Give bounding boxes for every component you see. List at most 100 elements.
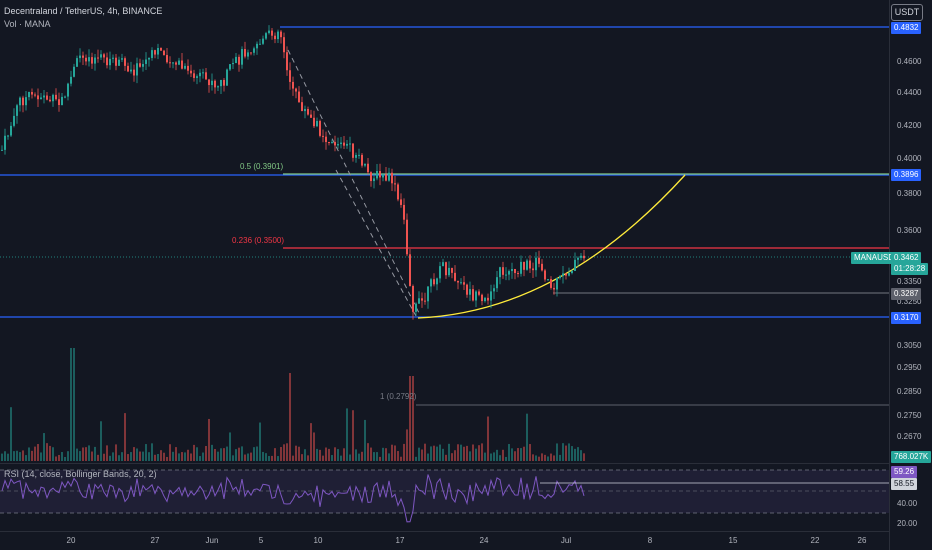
volume-bar: [493, 452, 495, 461]
candle-body: [442, 262, 444, 267]
volume-bar: [163, 452, 165, 461]
candle-body: [265, 33, 267, 39]
volume-bar: [19, 452, 21, 461]
volume-bar: [565, 445, 567, 461]
volume-bar: [118, 455, 120, 461]
price-tick: 0.4400: [897, 88, 922, 97]
volume-bar: [529, 444, 531, 461]
currency-button[interactable]: USDT: [891, 4, 923, 21]
volume-bar: [79, 451, 81, 461]
volume-bar: [232, 455, 234, 461]
candle-body: [13, 115, 15, 126]
trendline-dashed-a[interactable]: [287, 49, 421, 316]
volume-bar: [31, 450, 33, 461]
volume-bar: [187, 449, 189, 461]
volume-bar: [91, 451, 93, 461]
candle-body: [532, 268, 534, 271]
volume-bar: [547, 456, 549, 461]
volume-bar: [562, 443, 564, 461]
candle-body: [136, 63, 138, 76]
volume-bar: [520, 448, 522, 461]
volume-bar: [10, 407, 12, 461]
candle-body: [154, 50, 156, 55]
volume-bar: [157, 453, 159, 461]
volume-bar: [436, 446, 438, 461]
volume-indicator-label[interactable]: Vol · MANA: [4, 19, 51, 29]
candle-body: [490, 291, 492, 301]
volume-bar: [373, 452, 375, 461]
volume-bar: [40, 452, 42, 461]
candle-body: [25, 97, 27, 106]
candle-body: [529, 260, 531, 269]
volume-bar: [70, 348, 72, 461]
volume-bar: [193, 444, 195, 461]
volume-bar: [229, 432, 231, 461]
price-label-bottom-line: 0.3170: [891, 312, 922, 324]
candlesticks: [1, 25, 585, 320]
volume-bar: [553, 455, 555, 461]
candle-body: [580, 255, 582, 258]
candle-body: [466, 284, 468, 295]
candle-body: [145, 59, 147, 64]
price-tick: 0.2950: [897, 363, 922, 372]
volume-bar: [136, 448, 138, 461]
time-axis-border: [0, 531, 890, 532]
volume-bar: [514, 451, 516, 461]
candle-body: [133, 69, 135, 76]
candle-body: [400, 199, 402, 205]
price-tick: 0.3250: [897, 297, 922, 306]
candle-body: [517, 273, 519, 275]
volume-bars: [1, 348, 585, 461]
candle-body: [553, 287, 555, 290]
volume-bar: [394, 445, 396, 461]
volume-bar: [82, 447, 84, 461]
volume-bar: [103, 453, 105, 461]
volume-bar: [487, 416, 489, 461]
volume-bar: [484, 452, 486, 461]
volume-bar: [334, 447, 336, 461]
volume-bar: [364, 419, 366, 461]
candle-body: [61, 96, 63, 106]
price-tick: 0.4200: [897, 121, 922, 130]
volume-bar: [454, 450, 456, 461]
volume-bar: [25, 455, 27, 461]
candle-body: [487, 297, 489, 301]
candle-body: [370, 172, 372, 182]
candle-body: [289, 70, 291, 82]
rsi-indicator-label[interactable]: RSI (14, close, Bollinger Bands, 20, 2): [4, 469, 157, 479]
volume-bar: [253, 447, 255, 461]
volume-bar: [166, 456, 168, 461]
time-tick: Jun: [206, 536, 219, 545]
volume-bar: [49, 445, 51, 461]
volume-bar: [109, 455, 111, 461]
volume-bar: [352, 410, 354, 461]
trendline-dashed-b[interactable]: [335, 169, 417, 317]
candle-body: [544, 270, 546, 280]
price-tick: 0.3050: [897, 341, 922, 350]
volume-bar: [499, 455, 501, 461]
candle-body: [424, 300, 426, 302]
rounding-bottom-curve[interactable]: [417, 174, 686, 319]
candle-body: [58, 99, 60, 106]
candle-body: [253, 48, 255, 53]
candle-body: [418, 298, 420, 304]
candle-body: [475, 291, 477, 301]
candle-body: [340, 142, 342, 145]
candle-body: [298, 91, 300, 103]
volume-bar: [349, 454, 351, 461]
candle-body: [295, 88, 297, 92]
rsi-tick: 20.00: [897, 519, 918, 528]
volume-bar: [142, 451, 144, 461]
volume-bar: [502, 449, 504, 461]
candle-body: [274, 35, 276, 40]
volume-bar: [370, 447, 372, 461]
candle-body: [19, 97, 21, 106]
candle-body: [460, 282, 462, 284]
candle-body: [520, 261, 522, 274]
chart-title[interactable]: Decentraland / TetherUS, 4h, BINANCE: [4, 6, 163, 16]
volume-bar: [55, 456, 57, 461]
candle-body: [334, 141, 336, 146]
candle-body: [445, 262, 447, 276]
candle-body: [247, 52, 249, 57]
